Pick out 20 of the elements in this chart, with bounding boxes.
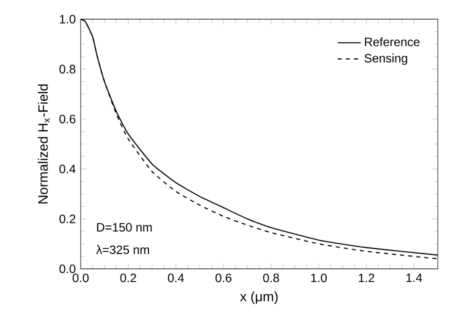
- y-tick-label: 0.0: [59, 264, 76, 274]
- x-tick-label: 1.2: [358, 274, 374, 282]
- x-tick-label: 0.0: [72, 274, 89, 282]
- x-tick-label: 1.4: [406, 274, 422, 282]
- y-axis-title: Normalized H$_{x}$-Field: [38, 84, 50, 204]
- x-axis-title: x (μm): [240, 291, 278, 304]
- x-tick-label: 0.4: [168, 274, 184, 282]
- legend-label: Reference: [365, 37, 420, 46]
- x-tick-label: 0.8: [263, 274, 280, 282]
- y-tick-label: 0.4: [59, 164, 76, 174]
- x-tick-label: 1.0: [311, 274, 327, 282]
- legend-label: Sensing: [364, 54, 408, 65]
- y-tick-label: 1.0: [60, 14, 76, 24]
- y-tick-label: 0.8: [59, 64, 76, 74]
- annotation: D=150 nm: [97, 222, 152, 232]
- annotation: λ=325 nm: [96, 245, 149, 254]
- x-tick-label: 0.6: [216, 274, 232, 282]
- y-tick-label: 0.6: [59, 114, 76, 124]
- x-tick-label: 0.2: [120, 274, 136, 282]
- y-tick-label: 0.2: [59, 214, 76, 224]
